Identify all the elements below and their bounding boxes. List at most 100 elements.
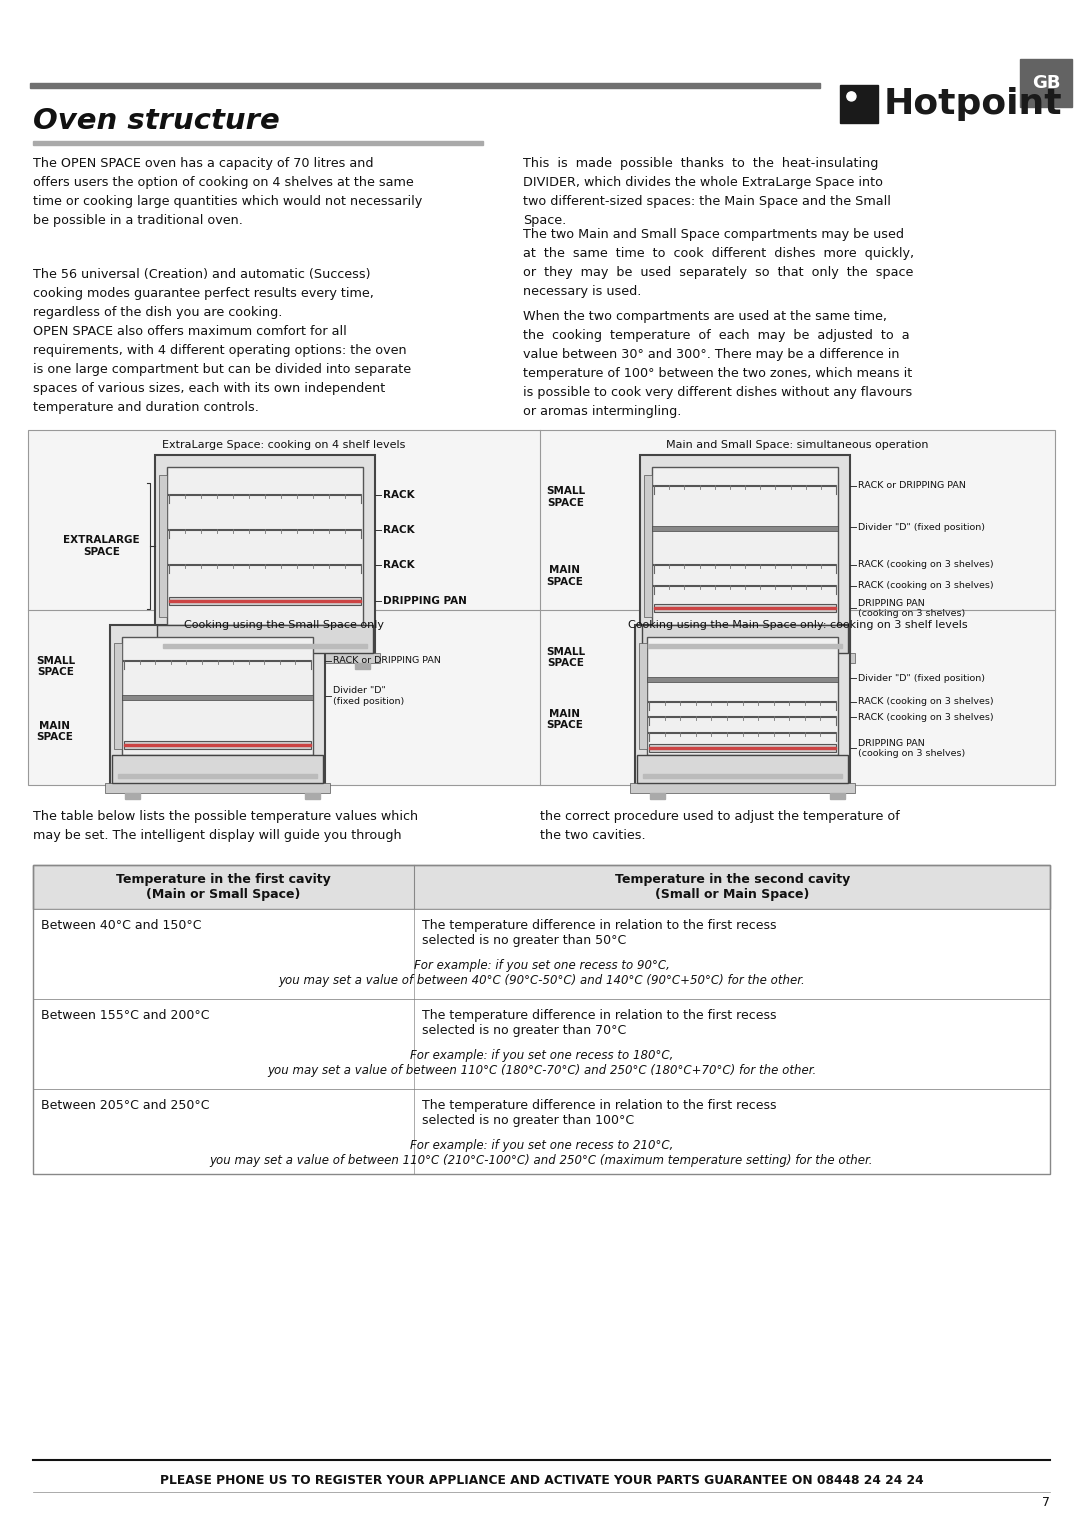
Bar: [33, 909, 1050, 999]
Text: RACK: RACK: [383, 560, 415, 570]
Text: EXTRALARGE
SPACE: EXTRALARGE SPACE: [64, 534, 140, 557]
Text: Divider "D" (fixed position): Divider "D" (fixed position): [858, 673, 985, 683]
Bar: [650, 793, 665, 799]
Bar: [114, 643, 122, 750]
Text: Temperature in the second cavity
(Small or Main Space): Temperature in the second cavity (Small …: [615, 873, 850, 901]
Text: Cooking using the Small Space only: Cooking using the Small Space only: [184, 620, 384, 631]
Text: DRIPPING PAN: DRIPPING PAN: [383, 596, 467, 606]
Bar: [110, 625, 325, 785]
Text: Cooking using the Main Space only: cooking on 3 shelf levels: Cooking using the Main Space only: cooki…: [627, 620, 968, 631]
Bar: [637, 754, 848, 783]
Text: Hotpoint: Hotpoint: [885, 87, 1063, 121]
Text: 7: 7: [1042, 1496, 1050, 1509]
Bar: [33, 864, 1050, 1174]
Bar: [654, 605, 836, 612]
Text: SMALL
SPACE: SMALL SPACE: [546, 486, 585, 508]
Bar: [168, 600, 361, 602]
Text: Between 40°C and 150°C: Between 40°C and 150°C: [41, 919, 202, 931]
Bar: [635, 625, 850, 785]
Bar: [630, 783, 855, 793]
Bar: [122, 695, 313, 699]
Text: SMALL
SPACE: SMALL SPACE: [546, 647, 585, 669]
Bar: [642, 625, 848, 654]
Text: Between 205°C and 250°C: Between 205°C and 250°C: [41, 1099, 210, 1112]
Bar: [831, 663, 845, 669]
Bar: [644, 475, 652, 617]
Bar: [125, 793, 140, 799]
Text: PLEASE PHONE US TO REGISTER YOUR APPLIANCE AND ACTIVATE YOUR PARTS GUARANTEE ON : PLEASE PHONE US TO REGISTER YOUR APPLIAN…: [160, 1474, 923, 1487]
Bar: [105, 783, 330, 793]
Bar: [654, 608, 836, 609]
Bar: [648, 644, 842, 647]
Bar: [355, 663, 370, 669]
Circle shape: [847, 92, 856, 101]
Bar: [640, 455, 850, 655]
Bar: [167, 467, 363, 625]
Bar: [831, 793, 845, 799]
Bar: [157, 625, 373, 654]
Bar: [28, 431, 1055, 785]
Bar: [112, 754, 323, 783]
Text: RACK or DRIPPING PAN: RACK or DRIPPING PAN: [333, 657, 441, 666]
Text: RACK (cooking on 3 shelves): RACK (cooking on 3 shelves): [858, 560, 994, 570]
Text: The 56 universal (Creation) and automatic (Success)
cooking modes guarantee perf: The 56 universal (Creation) and automati…: [33, 269, 411, 414]
Text: For example: if you set one recess to 90°C,: For example: if you set one recess to 90…: [414, 959, 670, 973]
Text: RACK (cooking on 3 shelves): RACK (cooking on 3 shelves): [858, 580, 994, 589]
Text: Main and Small Space: simultaneous operation: Main and Small Space: simultaneous opera…: [666, 440, 929, 450]
Bar: [163, 644, 367, 647]
Bar: [170, 663, 185, 669]
Bar: [168, 597, 361, 605]
Bar: [305, 793, 320, 799]
Text: The temperature difference in relation to the first recess
selected is no greate: The temperature difference in relation t…: [422, 1099, 777, 1127]
Bar: [647, 637, 838, 754]
Text: Divider "D" (fixed position): Divider "D" (fixed position): [858, 522, 985, 531]
Text: For example: if you set one recess to 180°C,: For example: if you set one recess to 18…: [409, 1049, 673, 1061]
Bar: [652, 525, 838, 531]
Bar: [840, 86, 878, 124]
Text: Divider "D"
(fixed position): Divider "D" (fixed position): [333, 686, 404, 705]
Text: MAIN
SPACE: MAIN SPACE: [546, 709, 583, 730]
Text: RACK: RACK: [383, 525, 415, 534]
Text: ExtraLarge Space: cooking on 4 shelf levels: ExtraLarge Space: cooking on 4 shelf lev…: [162, 440, 406, 450]
Text: you may set a value of between 40°C (90°C-50°C) and 140°C (90°C+50°C) for the ot: you may set a value of between 40°C (90°…: [279, 974, 805, 986]
Text: Between 155°C and 200°C: Between 155°C and 200°C: [41, 1009, 210, 1022]
Text: Oven structure: Oven structure: [33, 107, 280, 134]
Bar: [122, 637, 313, 754]
Text: DRIPPING PAN
(cooking on 3 shelves): DRIPPING PAN (cooking on 3 shelves): [858, 739, 966, 757]
Bar: [118, 774, 318, 777]
Bar: [159, 475, 167, 617]
Text: The table below lists the possible temperature values which
may be set. The inte: The table below lists the possible tempe…: [33, 809, 418, 841]
Bar: [649, 747, 836, 750]
Text: RACK or DRIPPING PAN: RACK or DRIPPING PAN: [858, 481, 966, 490]
Text: SMALL
SPACE: SMALL SPACE: [36, 655, 76, 678]
Bar: [639, 643, 647, 750]
Text: RACK: RACK: [383, 490, 415, 501]
Text: DRIPPING PAN
(cooking on 3 shelves): DRIPPING PAN (cooking on 3 shelves): [858, 599, 966, 618]
Text: the correct procedure used to adjust the temperature of
the two cavities.: the correct procedure used to adjust the…: [540, 809, 900, 841]
Bar: [647, 678, 838, 683]
Text: The temperature difference in relation to the first recess
selected is no greate: The temperature difference in relation t…: [422, 1009, 777, 1037]
Text: RACK (cooking on 3 shelves): RACK (cooking on 3 shelves): [858, 713, 994, 722]
Bar: [124, 744, 311, 745]
Text: you may set a value of between 110°C (210°C-100°C) and 250°C (maximum temperatur: you may set a value of between 110°C (21…: [210, 1154, 874, 1167]
Bar: [1020, 60, 1072, 107]
Bar: [156, 455, 375, 655]
Bar: [30, 82, 820, 89]
Text: This  is  made  possible  thanks  to  the  heat-insulating
DIVIDER, which divide: This is made possible thanks to the heat…: [523, 157, 891, 228]
Text: RACK (cooking on 3 shelves): RACK (cooking on 3 shelves): [858, 698, 994, 707]
Text: GB: GB: [1031, 73, 1061, 92]
Bar: [643, 774, 842, 777]
Text: The OPEN SPACE oven has a capacity of 70 litres and
offers users the option of c: The OPEN SPACE oven has a capacity of 70…: [33, 157, 422, 228]
Text: Temperature in the first cavity
(Main or Small Space): Temperature in the first cavity (Main or…: [117, 873, 332, 901]
Text: The two Main and Small Space compartments may be used
at  the  same  time  to  c: The two Main and Small Space compartment…: [523, 228, 914, 298]
Text: For example: if you set one recess to 210°C,: For example: if you set one recess to 21…: [409, 1139, 673, 1151]
Bar: [124, 741, 311, 748]
Text: you may set a value of between 110°C (180°C-70°C) and 250°C (180°C+70°C) for the: you may set a value of between 110°C (18…: [267, 1064, 816, 1077]
Text: When the two compartments are used at the same time,
the  cooking  temperature  : When the two compartments are used at th…: [523, 310, 913, 418]
Bar: [652, 467, 838, 625]
Text: MAIN
SPACE: MAIN SPACE: [546, 565, 583, 586]
Bar: [150, 654, 380, 663]
Bar: [33, 864, 1050, 909]
Bar: [635, 654, 855, 663]
Text: MAIN
SPACE: MAIN SPACE: [36, 721, 72, 742]
